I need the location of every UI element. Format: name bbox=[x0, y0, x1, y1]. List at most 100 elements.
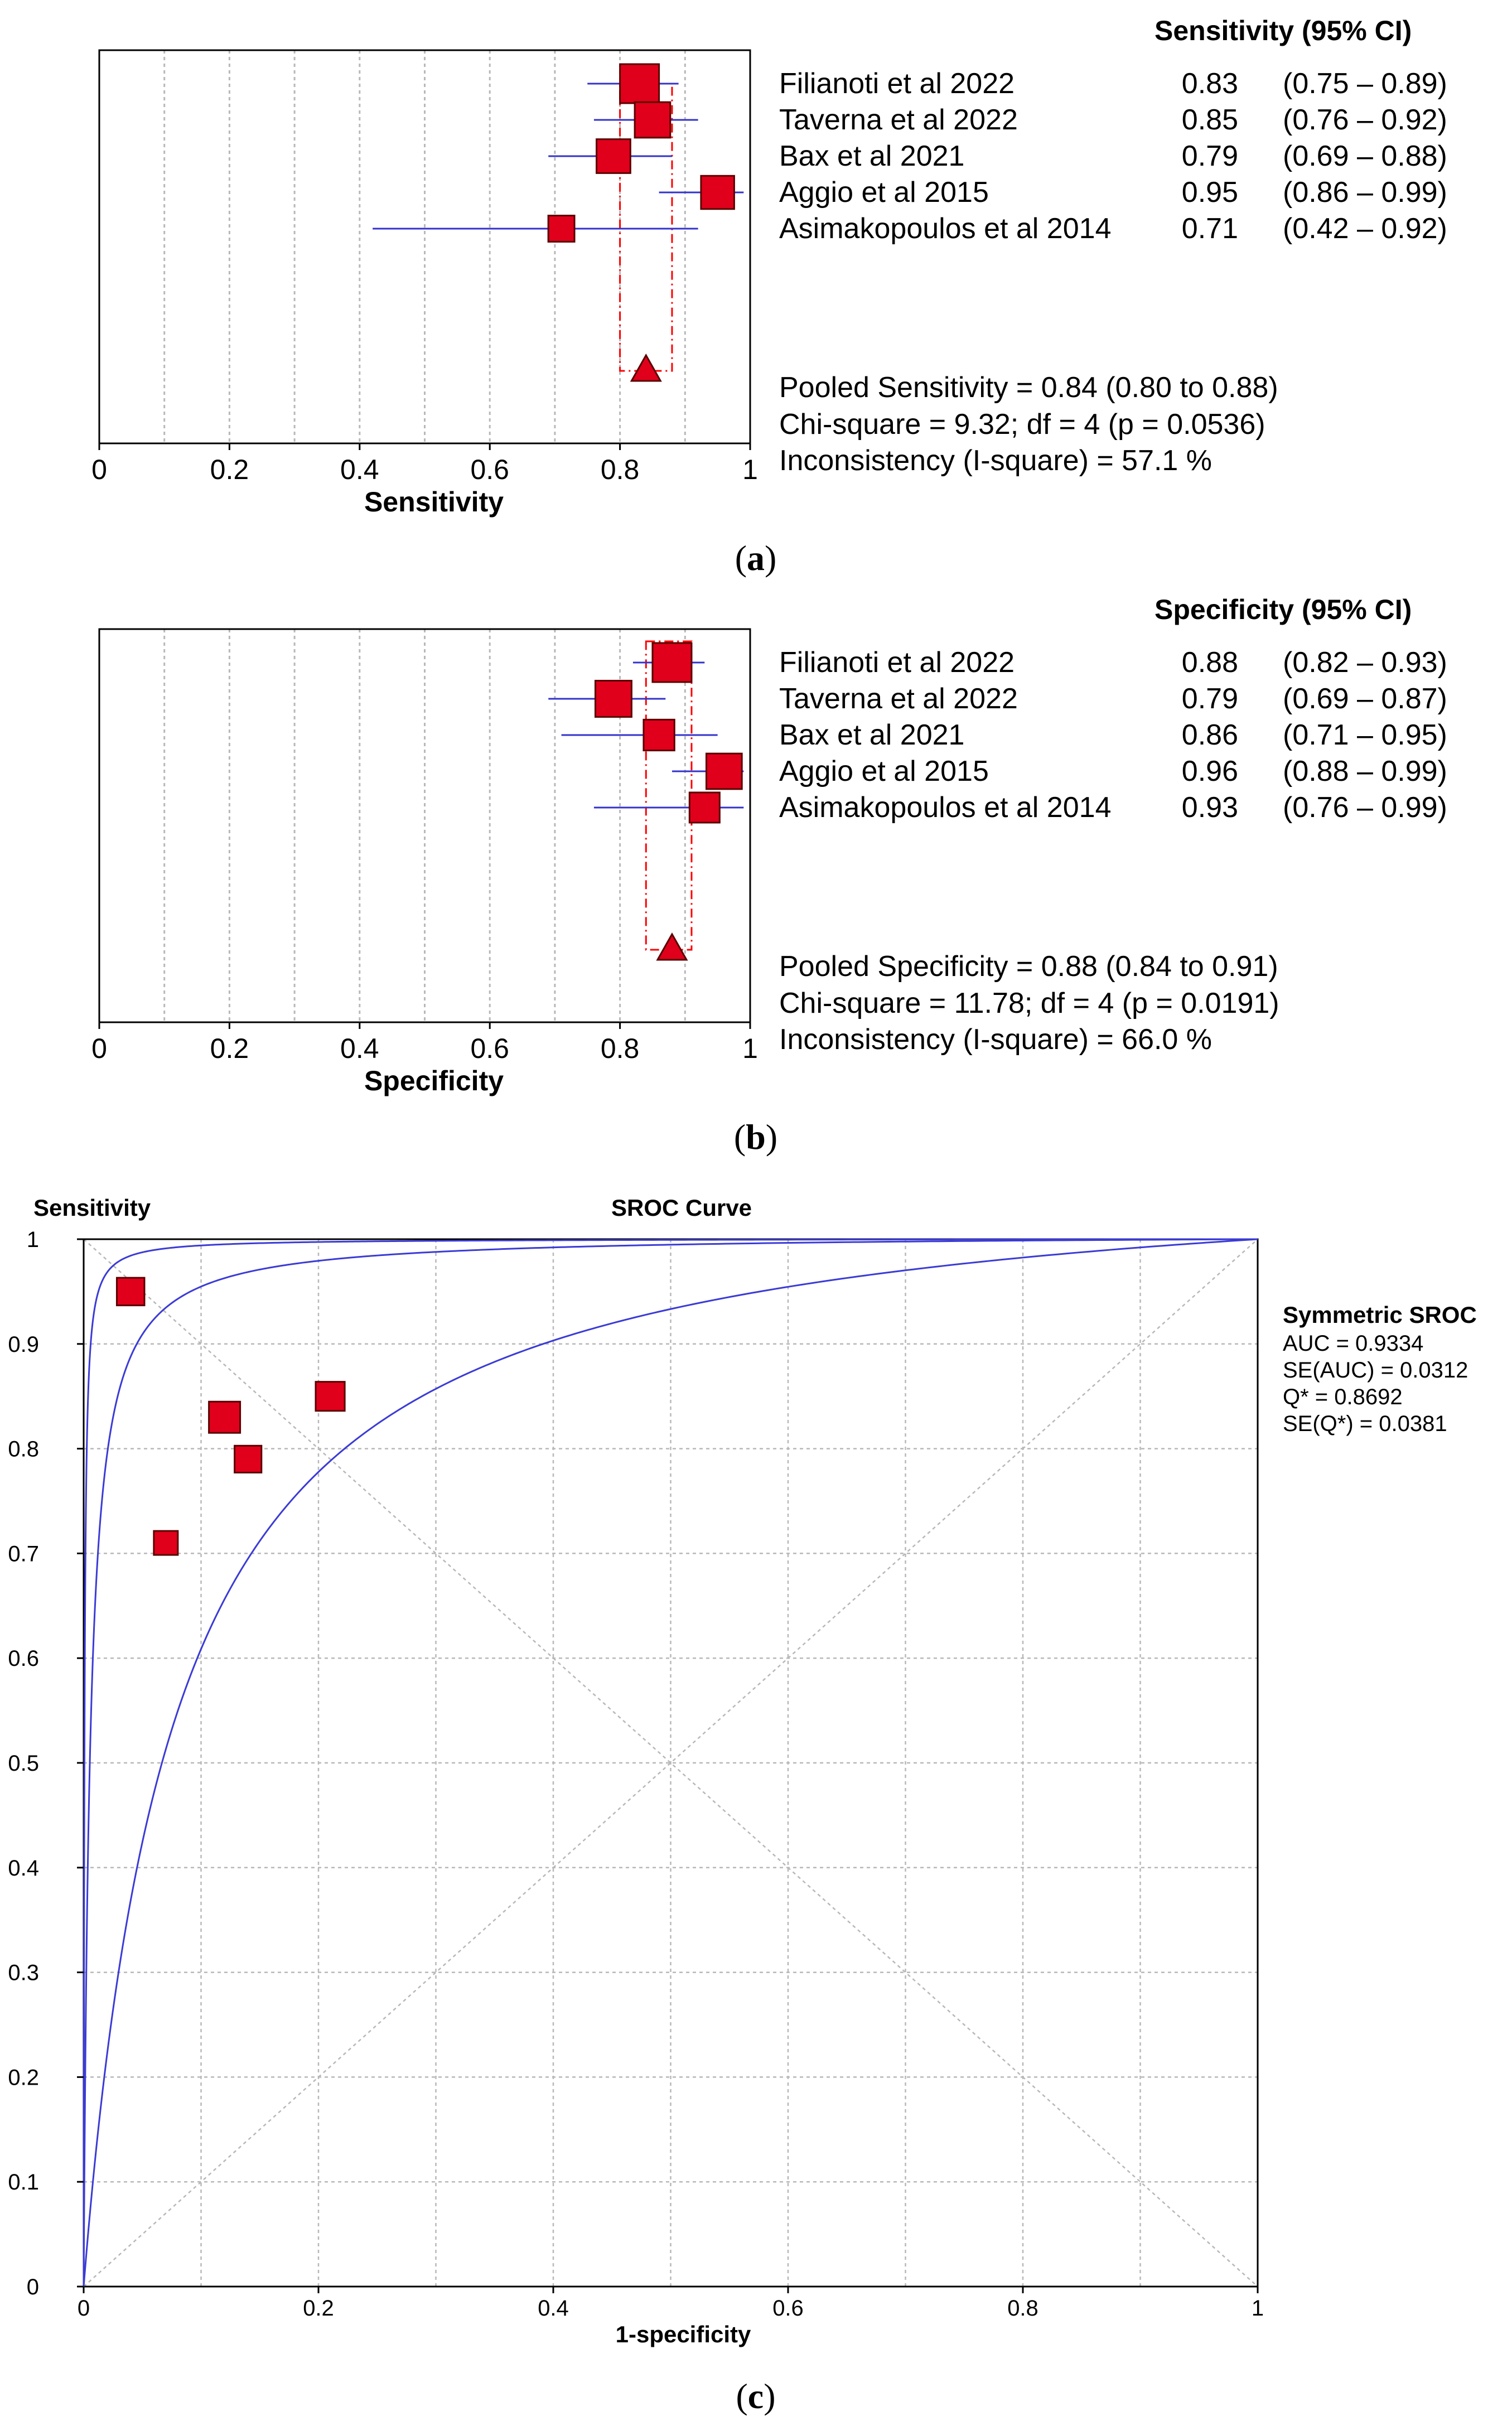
study-name: Filianoti et al 2022 bbox=[779, 646, 1015, 679]
study-marker bbox=[619, 63, 660, 104]
study-ci: (0.82 – 0.93) bbox=[1283, 646, 1447, 679]
summary-line: Chi-square = 11.78; df = 4 (p = 0.0191) bbox=[779, 987, 1279, 1019]
panel-label-open: ( bbox=[735, 538, 747, 578]
panel-label: (b) bbox=[734, 1117, 777, 1157]
study-name: Filianoti et al 2022 bbox=[779, 67, 1015, 100]
summary-line: Inconsistency (I-square) = 57.1 % bbox=[779, 444, 1212, 477]
study-ci: (0.69 – 0.88) bbox=[1283, 140, 1447, 172]
study-value: 0.79 bbox=[1182, 140, 1238, 172]
x-tick-label: 0.6 bbox=[772, 2296, 804, 2321]
panel-label: (c) bbox=[736, 2376, 775, 2416]
summary-line: Pooled Sensitivity = 0.84 (0.80 to 0.88) bbox=[779, 371, 1278, 404]
study-ci: (0.76 – 0.92) bbox=[1283, 104, 1447, 136]
study-value: 0.93 bbox=[1182, 791, 1238, 824]
panel-label-close: ) bbox=[765, 538, 776, 578]
study-point bbox=[315, 1381, 346, 1412]
x-tick-label: 1 bbox=[742, 1033, 758, 1064]
pooled-estimate-triangle bbox=[656, 932, 688, 961]
table-header: Specificity (95% CI) bbox=[1154, 594, 1412, 625]
study-point bbox=[208, 1400, 241, 1434]
x-tick-label: 0.8 bbox=[1007, 2296, 1038, 2321]
pooled-estimate-triangle bbox=[630, 353, 662, 382]
sroc-plot: 0 0.2 0.4 0.6 0.8 1 0 0.1 0.2 0.3 0.4 0.5 0.6 0.7 0.8 0… bbox=[8, 1195, 1476, 2416]
study-marker bbox=[596, 138, 631, 174]
study-name: Taverna et al 2022 bbox=[779, 104, 1018, 136]
panel-label-close: ) bbox=[766, 1117, 777, 1157]
study-ci: (0.69 – 0.87) bbox=[1283, 683, 1447, 715]
legend-line: AUC = 0.9334 bbox=[1283, 1331, 1423, 1356]
panel-label-letter: a bbox=[747, 538, 765, 578]
panel-label-letter: c bbox=[748, 2376, 764, 2416]
study-ci: (0.75 – 0.89) bbox=[1283, 67, 1447, 100]
study-ci: (0.42 – 0.92) bbox=[1283, 212, 1447, 245]
study-marker bbox=[705, 752, 743, 790]
forest-plot-a: Filianoti et al 2022 0.83 (0.75 – 0.89) Tav… bbox=[91, 15, 1447, 578]
y-tick-label: 0.1 bbox=[8, 2170, 39, 2195]
study-marker bbox=[634, 101, 672, 139]
sroc-upper-curve bbox=[83, 1238, 1258, 2287]
x-tick-label: 1 bbox=[1252, 2296, 1264, 2321]
x-tick-label: 0 bbox=[91, 454, 107, 485]
study-value: 0.95 bbox=[1182, 176, 1238, 209]
panel-label-open: ( bbox=[734, 1117, 746, 1157]
study-marker bbox=[700, 175, 735, 210]
summary-line: Chi-square = 9.32; df = 4 (p = 0.0536) bbox=[779, 408, 1265, 441]
x-axis-label: Sensitivity bbox=[364, 486, 504, 518]
y-tick-label: 0.3 bbox=[8, 1961, 39, 1985]
x-tick-label: 0.8 bbox=[601, 454, 640, 485]
study-name: Bax et al 2021 bbox=[779, 719, 964, 751]
study-marker bbox=[643, 718, 675, 752]
y-tick-label: 0.7 bbox=[8, 1541, 39, 1566]
summary-line: Inconsistency (I-square) = 66.0 % bbox=[779, 1023, 1212, 1056]
chance-diagonal bbox=[83, 1239, 1258, 2287]
y-tick-label: 0.2 bbox=[8, 2065, 39, 2090]
x-tick-label: 0.2 bbox=[210, 454, 249, 485]
summary-line: Pooled Specificity = 0.88 (0.84 to 0.91) bbox=[779, 950, 1278, 983]
x-tick-label: 0.2 bbox=[210, 1033, 249, 1064]
study-ci: (0.88 – 0.99) bbox=[1283, 755, 1447, 787]
x-tick-label: 1 bbox=[742, 454, 758, 485]
chart-title: SROC Curve bbox=[611, 1195, 752, 1221]
x-axis-label: Specificity bbox=[364, 1065, 504, 1096]
legend-line: SE(Q*) = 0.0381 bbox=[1283, 1412, 1447, 1436]
x-tick-label: 0.4 bbox=[538, 2296, 569, 2321]
y-tick-label: 0 bbox=[27, 2275, 39, 2299]
sroc-fit-curve bbox=[83, 1238, 1258, 2287]
x-tick-label: 0.6 bbox=[470, 1033, 509, 1064]
study-value: 0.85 bbox=[1182, 104, 1238, 136]
forest-plot-b: Filianoti et al 2022 0.88 (0.82 – 0.93) Tav… bbox=[91, 594, 1447, 1157]
study-point bbox=[234, 1444, 263, 1473]
study-value: 0.79 bbox=[1182, 683, 1238, 715]
study-ci: (0.76 – 0.99) bbox=[1283, 791, 1447, 824]
study-marker bbox=[594, 680, 632, 718]
legend-title: Symmetric SROC bbox=[1283, 1302, 1477, 1328]
study-name: Aggio et al 2015 bbox=[779, 755, 989, 787]
x-tick-label: 0.6 bbox=[470, 454, 509, 485]
study-marker bbox=[688, 791, 721, 824]
x-tick-label: 0 bbox=[78, 2296, 90, 2321]
study-ci: (0.71 – 0.95) bbox=[1283, 719, 1447, 751]
sroc-lower-curve bbox=[83, 1238, 1258, 2287]
x-tick-label: 0.4 bbox=[340, 454, 379, 485]
y-tick-label: 1 bbox=[27, 1227, 39, 1252]
study-ci: (0.86 – 0.99) bbox=[1283, 176, 1447, 209]
x-tick-label: 0.4 bbox=[340, 1033, 379, 1064]
y-tick-label: 0.4 bbox=[8, 1856, 39, 1881]
y-axis-label: Sensitivity bbox=[33, 1195, 151, 1221]
panel-label-letter: b bbox=[746, 1117, 766, 1157]
y-tick-label: 0.8 bbox=[8, 1437, 39, 1462]
study-name: Taverna et al 2022 bbox=[779, 683, 1018, 715]
q-star-diagonal bbox=[83, 1239, 1258, 2287]
x-tick-label: 0 bbox=[91, 1033, 107, 1064]
study-value: 0.86 bbox=[1182, 719, 1238, 751]
legend-line: Q* = 0.8692 bbox=[1283, 1385, 1403, 1409]
legend-line: SE(AUC) = 0.0312 bbox=[1283, 1358, 1468, 1383]
study-name: Aggio et al 2015 bbox=[779, 176, 989, 209]
panel-label: (a) bbox=[735, 538, 777, 578]
y-tick-label: 0.5 bbox=[8, 1751, 39, 1776]
study-point bbox=[115, 1277, 146, 1307]
study-name: Bax et al 2021 bbox=[779, 140, 964, 172]
plot-frame bbox=[98, 49, 751, 444]
study-value: 0.71 bbox=[1182, 212, 1238, 245]
